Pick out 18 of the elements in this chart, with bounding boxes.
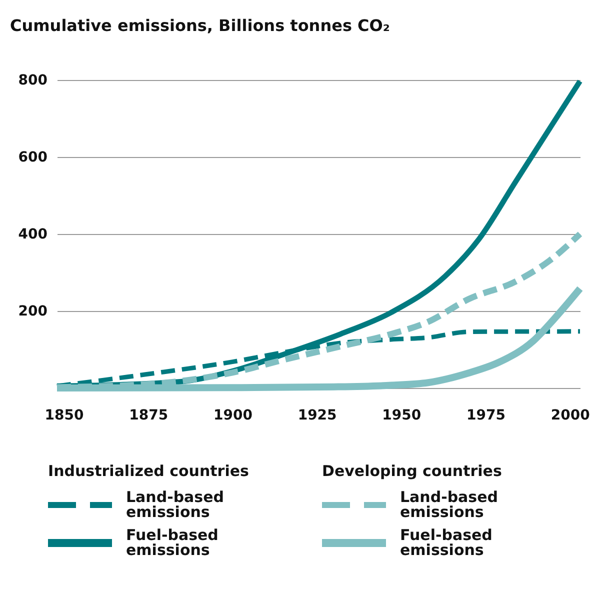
legend-label: Land-based emissions: [400, 488, 500, 521]
text: Industrialized countries: [48, 462, 249, 480]
y-tick-label: 400: [18, 226, 48, 242]
x-tick-label: 2000: [550, 408, 590, 424]
x-tick-label: 1875: [129, 408, 168, 424]
chart-title: Cumulative emissions, Billions tonnes CO₂: [10, 16, 390, 35]
x-tick-label: 1950: [382, 408, 422, 424]
legend-label: Fuel-based emissions: [126, 526, 220, 559]
legend-label: Land-based emissions: [126, 488, 226, 521]
x-tick-label: 1975: [466, 408, 506, 424]
y-tick-label: 600: [18, 150, 48, 166]
y-tick-label: 800: [18, 72, 48, 88]
y-tick-label: 200: [18, 304, 48, 320]
legend-label: Fuel-based emissions: [400, 526, 494, 559]
x-tick-label: 1900: [213, 408, 253, 424]
text: Developing countries: [322, 462, 502, 480]
x-tick-label: 1850: [44, 408, 84, 424]
x-tick-label: 1925: [298, 408, 337, 424]
